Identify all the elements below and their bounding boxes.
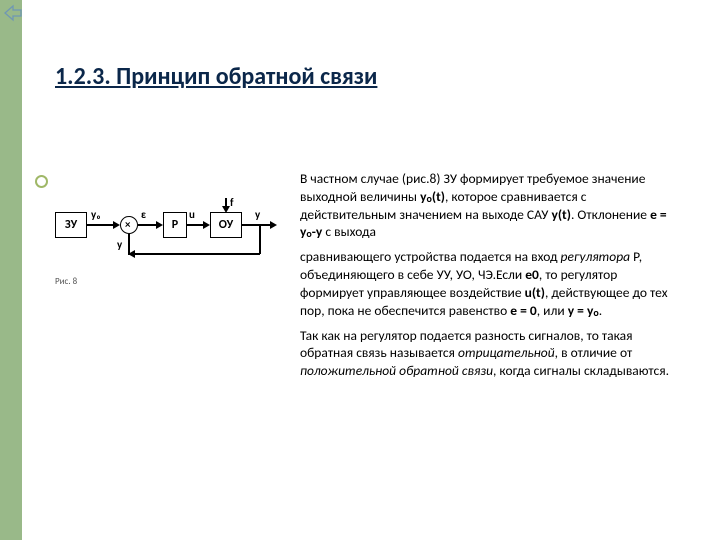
feedback-diagram: ЗУ y₀ × ε Р u ОУ f y y bbox=[55, 198, 280, 278]
block-p: Р bbox=[163, 212, 187, 238]
text-run: . bbox=[599, 302, 602, 319]
label-f: f bbox=[230, 196, 233, 209]
page-title: 1.2.3. Принцип обратной связи bbox=[55, 62, 377, 91]
arrow-line bbox=[138, 224, 158, 226]
arrow-head bbox=[113, 221, 120, 229]
paragraph-1: В частном случае (рис.8) ЗУ формирует тр… bbox=[300, 170, 680, 241]
bold-run: yо(t) bbox=[420, 188, 445, 205]
italic-run: отрицательной bbox=[458, 344, 555, 361]
text-run: . Отклонение bbox=[571, 206, 650, 223]
paragraph-3: Так как на регулятор подается разность с… bbox=[300, 327, 680, 380]
feedback-line bbox=[259, 225, 261, 254]
label-y: y bbox=[255, 208, 260, 221]
bold-run: y = yо bbox=[568, 302, 599, 319]
figure-caption: Рис. 8 bbox=[55, 276, 77, 287]
arrow-head bbox=[222, 206, 230, 213]
block-zu: ЗУ bbox=[55, 212, 87, 238]
arrow-line bbox=[87, 224, 115, 226]
body-text: В частном случае (рис.8) ЗУ формирует тр… bbox=[300, 170, 680, 387]
text-run: , или bbox=[537, 302, 568, 319]
paragraph-2: сравнивающего устройства подается на вхо… bbox=[300, 248, 680, 319]
arrow-head bbox=[203, 221, 210, 229]
arrow-line bbox=[242, 224, 272, 226]
arrow-head bbox=[156, 221, 163, 229]
feedback-line bbox=[128, 253, 260, 255]
italic-run: положительной обратной связи bbox=[300, 362, 493, 379]
summing-cross: × bbox=[125, 219, 130, 230]
bullet-decoration bbox=[35, 175, 48, 188]
text-run: , когда сигналы складываются. bbox=[493, 362, 669, 379]
label-y-feedback: y bbox=[117, 238, 122, 251]
text-run: с выхода bbox=[322, 223, 376, 240]
bold-run: e0 bbox=[525, 266, 539, 283]
italic-run: регулятора bbox=[561, 248, 631, 265]
bold-run: u(t) bbox=[525, 284, 545, 301]
label-u: u bbox=[189, 208, 195, 221]
bold-run: y(t) bbox=[551, 206, 571, 223]
feedback-line bbox=[128, 234, 130, 254]
left-decorative-strip bbox=[0, 0, 22, 540]
arrow-head bbox=[270, 221, 277, 229]
label-eps: ε bbox=[141, 208, 146, 221]
bold-run: e = 0 bbox=[510, 302, 536, 319]
text-run: сравнивающего устройства подается на вхо… bbox=[300, 248, 561, 265]
text-run: , в отличие от bbox=[555, 344, 633, 361]
back-arrow-icon bbox=[2, 3, 24, 23]
block-oy: ОУ bbox=[210, 212, 242, 238]
label-y0: y₀ bbox=[91, 208, 101, 221]
